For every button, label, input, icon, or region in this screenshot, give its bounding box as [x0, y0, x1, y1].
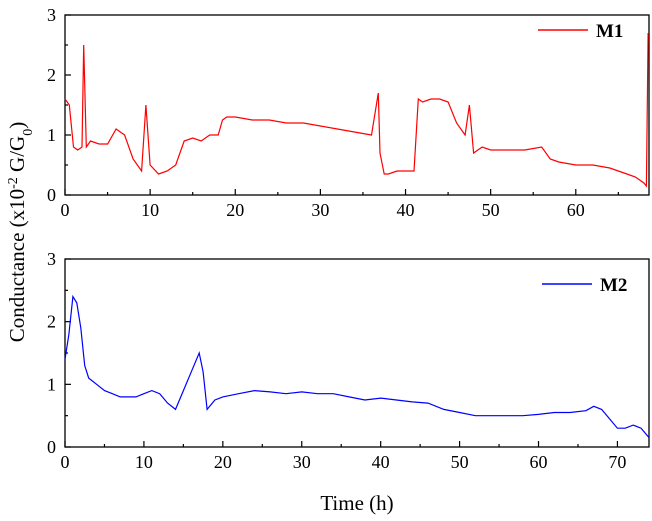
series-line-m2 [64, 294, 650, 438]
x-tick-label-m1: 40 [397, 200, 415, 220]
y-tick-label-m1: 3 [47, 5, 56, 25]
x-tick-label-m1: 10 [141, 200, 159, 220]
series-line-m1 [64, 32, 649, 188]
x-tick-label-m2: 70 [608, 452, 626, 472]
x-tick-label-m2: 40 [372, 452, 390, 472]
x-tick-label-m1: 50 [482, 200, 500, 220]
legend-m2: M2 [542, 275, 627, 296]
x-tick-label-m1: 60 [567, 200, 585, 220]
x-tick-label-m1: 20 [226, 200, 244, 220]
y-tick-label-m1: 2 [47, 65, 56, 85]
y-tick-label-m1: 1 [47, 125, 56, 145]
y-axis-label-end: ) [5, 122, 29, 129]
x-tick-label-m1: 30 [311, 200, 329, 220]
y-tick-label-m2: 2 [47, 312, 56, 332]
x-tick-label-m1: 0 [61, 200, 70, 220]
y-tick-label-m2: 1 [47, 374, 56, 394]
y-axis-label-mid: G/G [5, 136, 29, 177]
x-axis-label: Time (h) [320, 491, 393, 515]
y-tick-label-m2: 0 [47, 437, 56, 457]
y-tick-label-m2: 3 [47, 249, 56, 269]
y-axis-label-main: Conductance (x10 [5, 189, 29, 342]
x-tick-label-m2: 30 [293, 452, 311, 472]
x-tick-label-m2: 50 [451, 452, 469, 472]
x-tick-label-m2: 10 [135, 452, 153, 472]
legend-label-m2: M2 [600, 275, 627, 296]
y-axis-label: Conductance (x10-2 G/G0) [5, 122, 36, 342]
x-tick-label-m2: 0 [61, 452, 70, 472]
panel-m2: 0 10 20 30 40 50 60 70 0 1 2 3 M2 [47, 249, 650, 472]
y-tick-label-m1: 0 [47, 185, 56, 205]
y-axis-label-sub: 0 [21, 129, 36, 136]
legend-m1: M1 [538, 21, 623, 42]
ticks-m2: 0 10 20 30 40 50 60 70 0 1 2 3 [47, 249, 626, 472]
x-tick-label-m2: 20 [214, 452, 232, 472]
x-tick-label-m2: 60 [530, 452, 548, 472]
legend-label-m1: M1 [596, 21, 623, 42]
y-axis-label-exp: -2 [6, 177, 21, 189]
panel-m1: 0 10 20 30 40 50 60 0 1 2 3 M1 [47, 5, 650, 220]
plot-frame-m2 [64, 258, 650, 448]
ticks-m1: 0 10 20 30 40 50 60 0 1 2 3 [47, 5, 619, 220]
